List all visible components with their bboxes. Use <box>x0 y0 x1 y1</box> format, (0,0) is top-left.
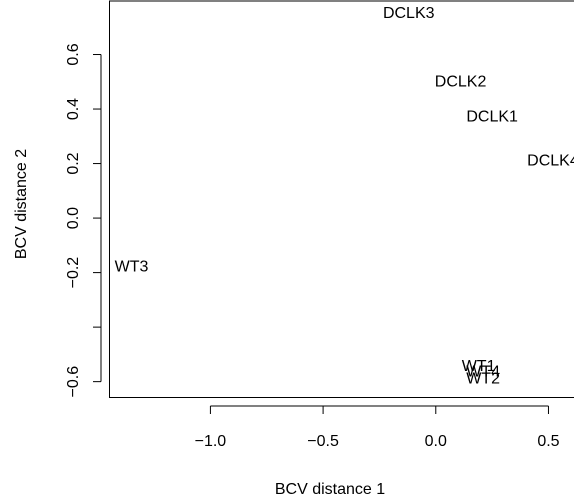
y-tick-label: 0.2 <box>65 152 82 174</box>
x-axis-label: BCV distance 1 <box>275 481 385 497</box>
point-label-dclk2: DCLK2 <box>435 73 487 90</box>
x-tick-label: 0.0 <box>425 433 447 450</box>
point-label-dclk1: DCLK1 <box>466 109 518 126</box>
y-tick-label: 0.4 <box>65 98 82 120</box>
y-tick-label: 0.0 <box>65 207 82 229</box>
point-label-wt2: WT2 <box>466 370 500 387</box>
y-tick-label: −0.2 <box>65 257 82 289</box>
y-tick-label: −0.6 <box>65 366 82 398</box>
x-tick-label: 0.5 <box>537 433 559 450</box>
y-tick-label: 0.6 <box>65 43 82 65</box>
point-label-dclk3: DCLK3 <box>383 5 435 22</box>
y-axis-label: BCV distance 2 <box>13 149 30 259</box>
axes: −1.0 −0.5 0.0 0.5 −0.6 −0.2 0.0 0.2 0.4 0.6 <box>65 0 574 450</box>
point-label-wt1: WT1 <box>462 358 496 375</box>
x-tick-label: −1.0 <box>195 433 227 450</box>
x-tick-label: −0.5 <box>307 433 339 450</box>
point-label-dclk4: DCLK4 <box>527 152 574 169</box>
plot-frame <box>109 0 574 398</box>
point-label-wt4: WT4 <box>466 364 500 381</box>
point-label-wt3: WT3 <box>115 259 149 276</box>
